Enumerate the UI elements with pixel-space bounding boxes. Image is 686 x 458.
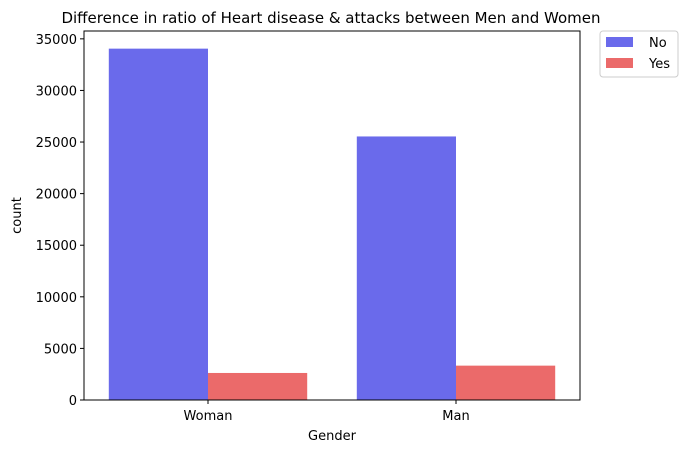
bar-yes-man	[456, 365, 556, 400]
legend-swatch-yes	[606, 58, 633, 68]
x-tick-label-man: Man	[442, 409, 469, 424]
bars-group	[108, 48, 556, 400]
x-axis-label: Gender	[308, 429, 357, 444]
bar-yes-woman	[208, 372, 308, 400]
plot-frame	[83, 30, 581, 401]
bar-no-man	[356, 136, 456, 400]
bar-no-woman	[108, 48, 208, 400]
y-tick-label: 20000	[36, 188, 77, 203]
legend-label-yes: Yes	[648, 57, 670, 72]
y-tick-label: 15000	[36, 239, 77, 254]
y-tick-label: 25000	[36, 136, 77, 151]
y-tick-label: 0	[69, 394, 77, 409]
legend-swatch-no	[606, 37, 633, 47]
chart-title: Difference in ratio of Heart disease & a…	[61, 9, 600, 27]
x-axis: Woman Man	[184, 400, 470, 424]
y-tick-label: 30000	[36, 84, 77, 99]
y-tick-label: 10000	[36, 291, 77, 306]
legend: No Yes	[599, 30, 679, 78]
y-tick-label: 5000	[44, 342, 77, 357]
y-tick-label: 35000	[36, 33, 77, 48]
legend-label-no: No	[649, 36, 667, 51]
y-axis: 0 5000 10000 15000 20000 25000 30000 35000	[36, 33, 84, 409]
x-tick-label-woman: Woman	[184, 409, 233, 424]
y-axis-label: count	[10, 197, 25, 234]
